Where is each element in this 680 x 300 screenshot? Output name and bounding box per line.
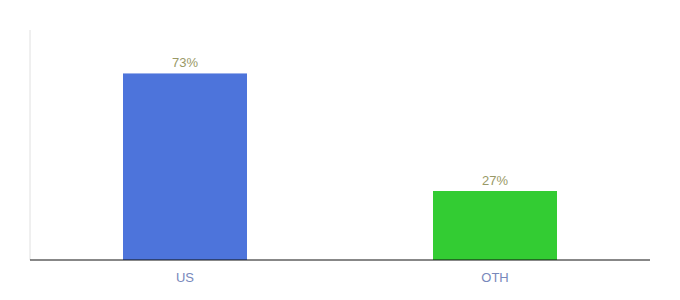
x-tick-label: US bbox=[176, 270, 194, 285]
data-label: 73% bbox=[172, 55, 198, 70]
x-tick-label: OTH bbox=[481, 270, 508, 285]
y-range-line bbox=[30, 30, 31, 260]
bar bbox=[123, 73, 247, 260]
bar bbox=[433, 191, 557, 260]
chart: 73% 27% US OTH bbox=[0, 0, 680, 300]
chart-container: 73% 27% US OTH bbox=[0, 0, 680, 300]
x-axis-line bbox=[30, 260, 650, 261]
bars bbox=[123, 73, 557, 260]
data-label: 27% bbox=[482, 173, 508, 188]
